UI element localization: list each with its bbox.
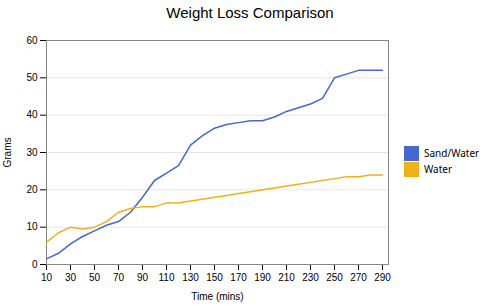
svg-text:40: 40 — [26, 109, 38, 120]
svg-text:270: 270 — [350, 272, 367, 283]
svg-text:20: 20 — [26, 184, 38, 195]
svg-text:190: 190 — [254, 272, 271, 283]
svg-text:10: 10 — [26, 221, 38, 232]
svg-text:110: 110 — [159, 272, 175, 283]
svg-text:250: 250 — [326, 272, 343, 283]
svg-text:170: 170 — [230, 272, 247, 283]
html-text:Water: Water — [424, 162, 453, 176]
svg-text:50: 50 — [89, 272, 101, 283]
svg-text:10: 10 — [41, 272, 53, 283]
svg-text:230: 230 — [302, 272, 319, 283]
svg-text:30: 30 — [26, 147, 38, 158]
svg-text:90: 90 — [137, 272, 149, 283]
svg-text:Grams: Grams — [2, 138, 13, 168]
svg-text:0: 0 — [32, 259, 38, 270]
svg-text:290: 290 — [374, 272, 391, 283]
svg-text:150: 150 — [206, 272, 223, 283]
html-text:Weight Loss Comparison: Weight Loss Comparison — [166, 4, 334, 21]
svg-text:210: 210 — [278, 272, 295, 283]
svg-text:30: 30 — [65, 272, 77, 283]
svg-text:Time (mins): Time (mins) — [191, 291, 243, 302]
html-text:Sand/Water: Sand/Water — [424, 146, 480, 160]
svg-text:70: 70 — [113, 272, 125, 283]
svg-text:50: 50 — [26, 72, 38, 83]
svg-text:60: 60 — [26, 35, 38, 46]
svg-text:130: 130 — [182, 272, 199, 283]
